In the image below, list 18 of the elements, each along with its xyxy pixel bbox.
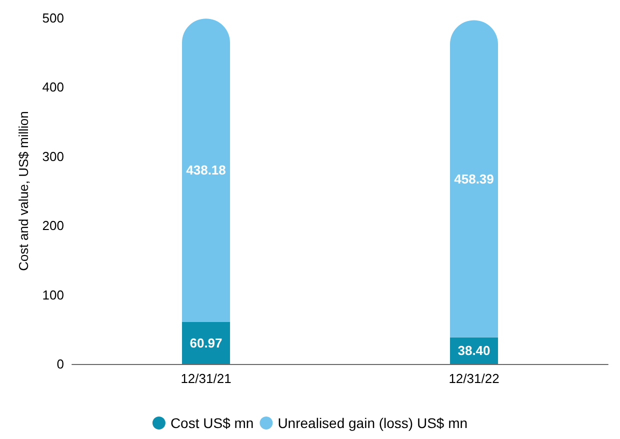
y-tick-label: 400 <box>42 80 64 95</box>
bar <box>182 18 230 322</box>
y-tick-label: 300 <box>42 148 64 164</box>
y-tick-label: 0 <box>56 356 64 372</box>
data-label: 60.97 <box>190 335 222 350</box>
x-tick-label: 12/31/22 <box>448 371 500 386</box>
x-tick-label: 12/31/21 <box>180 371 232 386</box>
bar <box>182 322 230 364</box>
data-label: 38.40 <box>458 343 490 358</box>
data-label: 458.39 <box>454 171 494 186</box>
y-tick-label: 500 <box>42 10 64 26</box>
data-label: 438.18 <box>186 162 226 178</box>
y-axis-title: Cost and value, US$ million <box>16 111 31 271</box>
legend-label: Cost US$ mn <box>170 415 254 431</box>
bar <box>450 20 498 338</box>
y-tick-label: 200 <box>42 218 64 234</box>
y-tick-label: 100 <box>42 287 64 302</box>
legend-label: Unrealised gain (loss) US$ mn <box>278 415 468 431</box>
